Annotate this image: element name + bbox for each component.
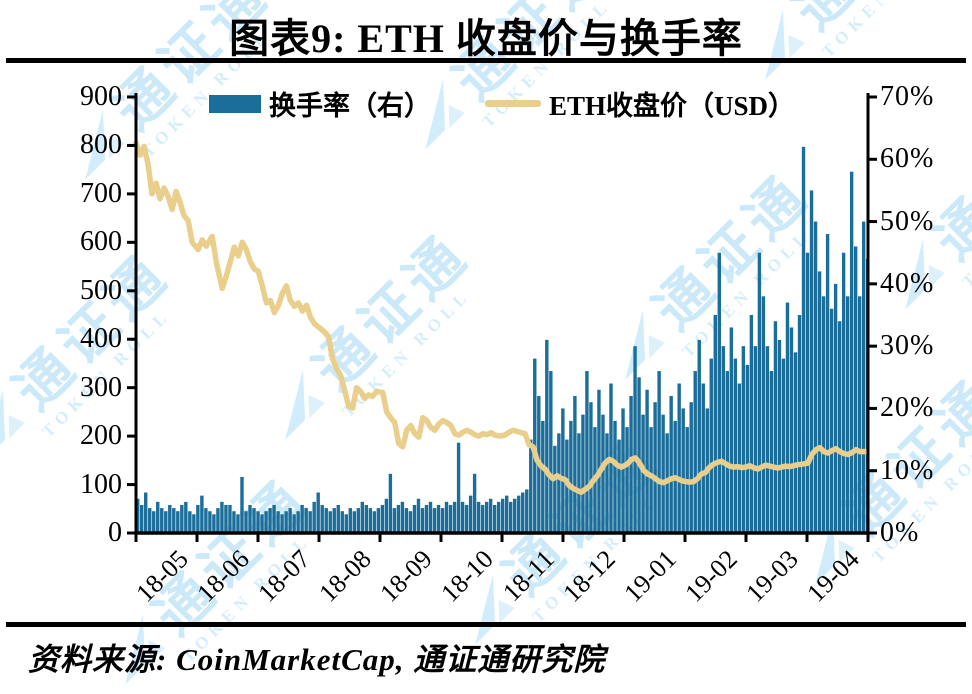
legend-bar-swatch xyxy=(208,94,261,113)
chart-legend: 换手率（右） ETH收盘价（USD） xyxy=(136,84,868,123)
legend-line-swatch xyxy=(484,100,541,107)
chart-title: 图表9: ETH 收盘价与换手率 xyxy=(229,16,743,61)
footer-divider xyxy=(6,622,966,627)
axes xyxy=(127,93,877,542)
turnover-bars-series xyxy=(136,146,869,534)
legend-label-turnover: 换手率（右） xyxy=(268,91,431,121)
legend-item-turnover: 换手率（右） xyxy=(208,84,431,123)
source-note: 资料来源: CoinMarketCap, 通证通研究院 xyxy=(28,642,606,677)
title-divider xyxy=(6,58,966,63)
eth-price-line xyxy=(133,140,869,496)
legend-label-price: ETH收盘价（USD） xyxy=(548,91,796,121)
legend-item-price: ETH收盘价（USD） xyxy=(484,84,796,123)
